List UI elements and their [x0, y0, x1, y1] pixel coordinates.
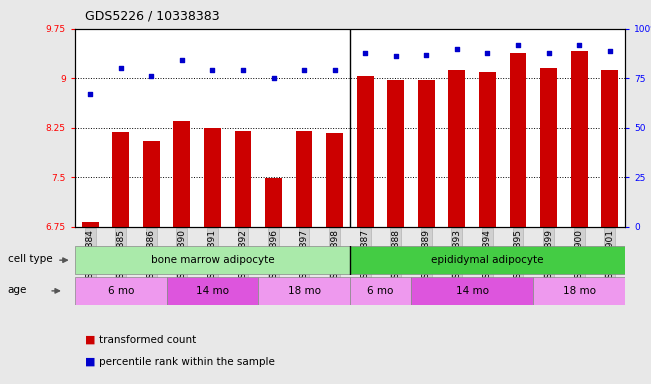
Bar [479, 72, 496, 227]
Text: age: age [8, 285, 27, 295]
Point [329, 67, 340, 73]
Point [513, 41, 523, 48]
Bar [204, 127, 221, 227]
Bar [296, 131, 312, 227]
Text: 14 mo: 14 mo [196, 286, 229, 296]
Bar [411, 277, 533, 305]
Bar [350, 247, 625, 274]
Point [482, 50, 493, 56]
Text: 14 mo: 14 mo [456, 286, 489, 296]
Bar [167, 277, 258, 305]
Point [268, 75, 279, 81]
Point [238, 67, 248, 73]
Point [452, 45, 462, 51]
Point [176, 57, 187, 63]
Text: ■: ■ [85, 357, 99, 367]
Text: 18 mo: 18 mo [562, 286, 596, 296]
Text: 6 mo: 6 mo [367, 286, 394, 296]
Point [299, 67, 309, 73]
Bar [571, 51, 587, 227]
Point [85, 91, 95, 97]
Bar [350, 277, 411, 305]
Point [544, 50, 554, 56]
Bar [173, 121, 190, 227]
Bar [82, 222, 98, 227]
Bar [113, 132, 129, 227]
Bar [75, 247, 350, 274]
Bar [418, 79, 435, 227]
Bar [510, 53, 527, 227]
Text: transformed count: transformed count [99, 335, 196, 345]
Bar [75, 277, 167, 305]
Bar [326, 133, 343, 227]
Text: 18 mo: 18 mo [288, 286, 320, 296]
Bar [449, 70, 465, 227]
Text: 6 mo: 6 mo [107, 286, 134, 296]
Point [391, 53, 401, 60]
Point [574, 41, 585, 48]
Point [146, 73, 156, 79]
Point [115, 65, 126, 71]
Text: cell type: cell type [8, 254, 53, 264]
Text: percentile rank within the sample: percentile rank within the sample [99, 357, 275, 367]
Bar [387, 79, 404, 227]
Text: epididymal adipocyte: epididymal adipocyte [431, 255, 544, 265]
Bar [265, 179, 282, 227]
Bar [258, 277, 350, 305]
Text: GDS5226 / 10338383: GDS5226 / 10338383 [85, 10, 219, 23]
Bar [234, 131, 251, 227]
Point [360, 50, 370, 56]
Text: bone marrow adipocyte: bone marrow adipocyte [150, 255, 274, 265]
Point [605, 48, 615, 54]
Bar [533, 277, 625, 305]
Bar [357, 76, 374, 227]
Bar [143, 141, 159, 227]
Point [207, 67, 217, 73]
Bar [540, 68, 557, 227]
Bar [602, 70, 618, 227]
Point [421, 51, 432, 58]
Text: ■: ■ [85, 335, 99, 345]
